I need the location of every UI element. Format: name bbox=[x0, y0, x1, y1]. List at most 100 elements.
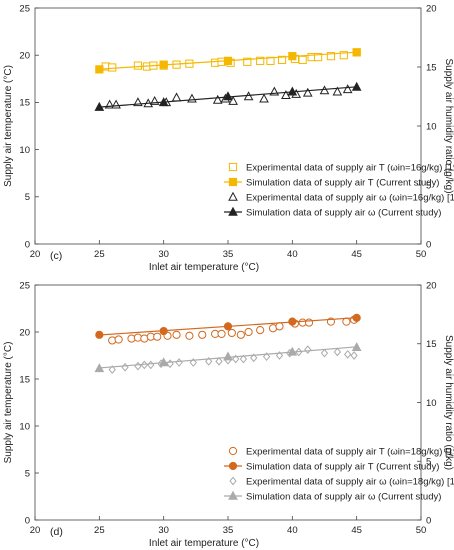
legend-label: Simulation data of supply air T (Current… bbox=[246, 461, 439, 472]
data-point bbox=[94, 363, 105, 373]
panel-label: (c) bbox=[50, 250, 62, 262]
legend-marker bbox=[228, 206, 238, 216]
legend-label: Experimental data of supply air T (ωin=1… bbox=[246, 446, 454, 457]
data-point bbox=[227, 328, 236, 338]
data-point bbox=[212, 94, 223, 104]
y2-tick-label: 15 bbox=[426, 62, 437, 73]
legend-item: Simulation data of supply air T (Current… bbox=[224, 461, 439, 472]
data-point bbox=[215, 356, 223, 366]
y2-tick-label: 10 bbox=[426, 398, 437, 409]
data-point bbox=[244, 327, 253, 337]
series-3 bbox=[94, 342, 362, 373]
legend-item: Simulation data of supply air T (Current… bbox=[224, 177, 439, 188]
data-point bbox=[223, 56, 233, 65]
data-point bbox=[236, 330, 245, 339]
data-point bbox=[352, 48, 361, 57]
x-tick-label: 50 bbox=[416, 525, 427, 536]
y-tick-label: 0 bbox=[25, 515, 30, 526]
data-point bbox=[298, 55, 307, 65]
panel-label: (d) bbox=[50, 526, 63, 538]
x-tick-label: 20 bbox=[30, 525, 41, 536]
data-point bbox=[313, 52, 323, 62]
y-tick-label: 10 bbox=[19, 421, 30, 432]
legend-marker bbox=[228, 461, 238, 471]
legend-item: Experimental data of supply air ω (ωin=1… bbox=[229, 476, 454, 487]
x-tick-label: 50 bbox=[416, 249, 427, 260]
data-point bbox=[158, 97, 169, 107]
data-point bbox=[94, 101, 105, 111]
x-axis-label: Inlet air temperature (°C) bbox=[149, 538, 259, 549]
data-point bbox=[339, 51, 348, 60]
y2-tick-label: 10 bbox=[426, 121, 437, 132]
legend-label: Experimental data of supply air ω (ωin=1… bbox=[246, 192, 454, 203]
legend-item: Experimental data of supply air T (ωin=1… bbox=[228, 162, 454, 173]
y2-tick-label: 5 bbox=[426, 457, 431, 468]
data-point bbox=[350, 351, 358, 360]
data-point bbox=[239, 354, 248, 364]
legend-marker bbox=[228, 162, 238, 172]
y-tick-label: 0 bbox=[25, 239, 30, 250]
legend-marker bbox=[228, 191, 238, 201]
y2-axis-label: Supply air humidity ratio (g/kg) bbox=[443, 58, 454, 193]
data-point bbox=[171, 92, 182, 102]
x-tick-label: 40 bbox=[287, 525, 298, 536]
data-point bbox=[108, 63, 117, 72]
legend-item: Simulation data of supply air ω (Current… bbox=[224, 490, 441, 502]
y2-axis-label: Supply air humidity ratio (g/kg) bbox=[443, 335, 454, 470]
data-point bbox=[121, 362, 129, 372]
x-tick-label: 40 bbox=[287, 249, 298, 260]
x-axis-label: Inlet air temperature (°C) bbox=[149, 262, 259, 273]
x-tick-label: 20 bbox=[30, 249, 41, 260]
x-tick-label: 35 bbox=[223, 525, 234, 536]
x-tick-label: 35 bbox=[223, 249, 234, 260]
data-point bbox=[159, 326, 168, 336]
data-point bbox=[342, 84, 353, 94]
x-tick-label: 30 bbox=[158, 249, 169, 260]
series-1 bbox=[95, 313, 361, 339]
data-point bbox=[326, 52, 336, 61]
y2-tick-label: 5 bbox=[426, 180, 431, 191]
y-tick-label: 10 bbox=[19, 145, 30, 156]
y-tick-label: 5 bbox=[25, 192, 30, 203]
data-point bbox=[304, 345, 312, 355]
data-point bbox=[256, 326, 265, 335]
y-tick-label: 15 bbox=[19, 374, 30, 385]
data-point bbox=[223, 351, 233, 361]
y2-tick-label: 0 bbox=[426, 239, 431, 250]
data-point bbox=[185, 331, 194, 340]
data-point bbox=[259, 93, 269, 103]
data-point bbox=[288, 52, 297, 61]
x-tick-label: 25 bbox=[94, 525, 105, 536]
data-point bbox=[332, 86, 343, 96]
legend-label: Experimental data of supply air T (ωin=1… bbox=[246, 162, 454, 173]
data-point bbox=[232, 354, 240, 364]
x-tick-label: 30 bbox=[158, 525, 169, 536]
data-point bbox=[187, 93, 197, 103]
data-point bbox=[217, 329, 226, 338]
legend-label: Simulation data of supply air T (Current… bbox=[246, 177, 439, 188]
data-point bbox=[175, 358, 183, 367]
y-tick-label: 15 bbox=[19, 98, 30, 109]
legend: Experimental data of supply air T (ωin=1… bbox=[224, 446, 454, 502]
legend-item: Simulation data of supply air ω (Current… bbox=[224, 206, 441, 218]
legend-marker bbox=[228, 177, 238, 187]
data-point bbox=[172, 330, 181, 339]
data-point bbox=[153, 332, 162, 341]
data-point bbox=[320, 348, 329, 358]
series-3 bbox=[94, 81, 362, 111]
y2-tick-label: 20 bbox=[426, 280, 437, 291]
series-1 bbox=[95, 48, 361, 74]
y-axis-label: Supply air temperature (°C) bbox=[3, 342, 14, 464]
y2-tick-label: 20 bbox=[426, 3, 437, 14]
data-point bbox=[304, 318, 314, 327]
data-point bbox=[250, 353, 258, 363]
data-point bbox=[288, 317, 297, 326]
data-point bbox=[228, 95, 238, 105]
y-tick-label: 20 bbox=[19, 51, 30, 62]
data-point bbox=[198, 330, 207, 339]
y2-tick-label: 0 bbox=[426, 515, 431, 526]
x-tick-label: 25 bbox=[94, 249, 105, 260]
data-point bbox=[114, 335, 123, 344]
data-point bbox=[134, 361, 142, 371]
data-point bbox=[133, 61, 143, 70]
